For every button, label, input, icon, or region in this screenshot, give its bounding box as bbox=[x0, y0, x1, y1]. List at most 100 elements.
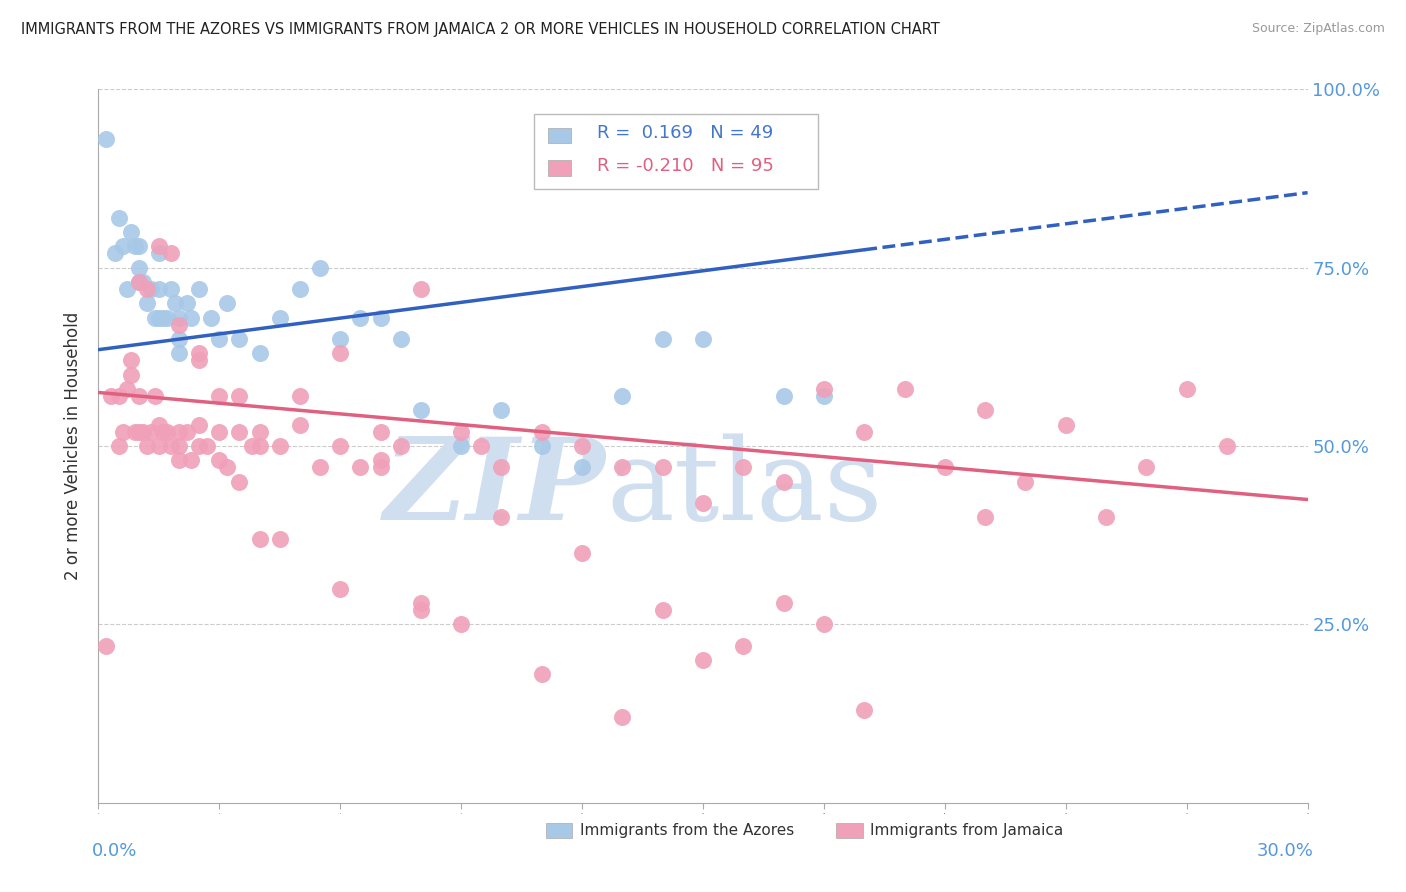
Point bbox=[893, 382, 915, 396]
Point bbox=[156, 425, 179, 439]
Point bbox=[128, 425, 150, 439]
Point bbox=[124, 239, 146, 253]
Point bbox=[1014, 475, 1036, 489]
Bar bbox=[548, 160, 571, 176]
Point bbox=[450, 425, 472, 439]
Point bbox=[249, 346, 271, 360]
Text: Immigrants from Jamaica: Immigrants from Jamaica bbox=[870, 823, 1063, 838]
Point bbox=[135, 439, 157, 453]
Point bbox=[612, 389, 634, 403]
Point bbox=[612, 460, 634, 475]
Point bbox=[176, 296, 198, 310]
Point bbox=[329, 582, 352, 596]
Point bbox=[370, 453, 392, 467]
Text: Immigrants from the Azores: Immigrants from the Azores bbox=[579, 823, 794, 838]
Point bbox=[692, 653, 714, 667]
Point bbox=[813, 617, 835, 632]
Point bbox=[974, 403, 997, 417]
Point bbox=[160, 439, 183, 453]
Point bbox=[934, 460, 956, 475]
Point bbox=[188, 353, 211, 368]
Point bbox=[571, 439, 593, 453]
Point bbox=[288, 417, 311, 432]
Point bbox=[167, 346, 190, 360]
Point bbox=[370, 425, 392, 439]
Point bbox=[249, 439, 271, 453]
Y-axis label: 2 or more Vehicles in Household: 2 or more Vehicles in Household bbox=[65, 312, 83, 580]
Point bbox=[135, 282, 157, 296]
Point bbox=[160, 246, 183, 260]
Point bbox=[733, 639, 755, 653]
Point bbox=[530, 667, 553, 681]
Point bbox=[651, 603, 673, 617]
Point bbox=[139, 425, 162, 439]
Point bbox=[139, 282, 162, 296]
Point bbox=[188, 439, 211, 453]
Point bbox=[409, 282, 432, 296]
Point bbox=[180, 453, 202, 467]
Point bbox=[1216, 439, 1239, 453]
Point bbox=[288, 282, 311, 296]
Point bbox=[240, 439, 263, 453]
Point bbox=[156, 310, 179, 325]
Point bbox=[349, 310, 371, 325]
Text: R =  0.169   N = 49: R = 0.169 N = 49 bbox=[596, 125, 773, 143]
Point bbox=[1175, 382, 1198, 396]
Point bbox=[228, 332, 250, 346]
Point bbox=[128, 389, 150, 403]
Point bbox=[409, 603, 432, 617]
Point bbox=[389, 332, 412, 346]
Point bbox=[167, 439, 190, 453]
Point bbox=[163, 296, 186, 310]
Point bbox=[409, 596, 432, 610]
Point bbox=[180, 310, 202, 325]
Point bbox=[195, 439, 218, 453]
Point bbox=[329, 332, 352, 346]
Point bbox=[470, 439, 492, 453]
Point bbox=[111, 239, 134, 253]
Text: 30.0%: 30.0% bbox=[1257, 842, 1313, 860]
Point bbox=[167, 453, 190, 467]
Point bbox=[491, 510, 513, 524]
Point bbox=[188, 346, 211, 360]
Point bbox=[1095, 510, 1118, 524]
Point bbox=[329, 346, 352, 360]
Point bbox=[269, 310, 291, 325]
Point bbox=[228, 475, 250, 489]
Text: IMMIGRANTS FROM THE AZORES VS IMMIGRANTS FROM JAMAICA 2 OR MORE VEHICLES IN HOUS: IMMIGRANTS FROM THE AZORES VS IMMIGRANTS… bbox=[21, 22, 939, 37]
Point bbox=[1135, 460, 1157, 475]
Point bbox=[96, 132, 118, 146]
Point bbox=[571, 460, 593, 475]
Point bbox=[269, 532, 291, 546]
Point bbox=[176, 425, 198, 439]
FancyBboxPatch shape bbox=[534, 114, 818, 189]
Point bbox=[103, 246, 125, 260]
Point bbox=[107, 389, 129, 403]
Point bbox=[135, 296, 157, 310]
Point bbox=[167, 318, 190, 332]
Point bbox=[167, 425, 190, 439]
Point bbox=[188, 417, 211, 432]
Point bbox=[530, 425, 553, 439]
Point bbox=[200, 310, 222, 325]
Point bbox=[349, 460, 371, 475]
Point bbox=[167, 310, 190, 325]
Point bbox=[450, 617, 472, 632]
Point bbox=[152, 310, 174, 325]
Bar bbox=[548, 128, 571, 144]
Point bbox=[143, 389, 166, 403]
Point bbox=[329, 439, 352, 453]
Point bbox=[148, 417, 170, 432]
Point bbox=[167, 332, 190, 346]
Point bbox=[733, 460, 755, 475]
Point bbox=[571, 546, 593, 560]
Point bbox=[249, 532, 271, 546]
Point bbox=[132, 275, 155, 289]
Text: 0.0%: 0.0% bbox=[93, 842, 138, 860]
Point bbox=[389, 439, 412, 453]
Point bbox=[148, 282, 170, 296]
Point bbox=[111, 425, 134, 439]
Point bbox=[208, 332, 231, 346]
Point bbox=[148, 246, 170, 260]
Point bbox=[370, 310, 392, 325]
